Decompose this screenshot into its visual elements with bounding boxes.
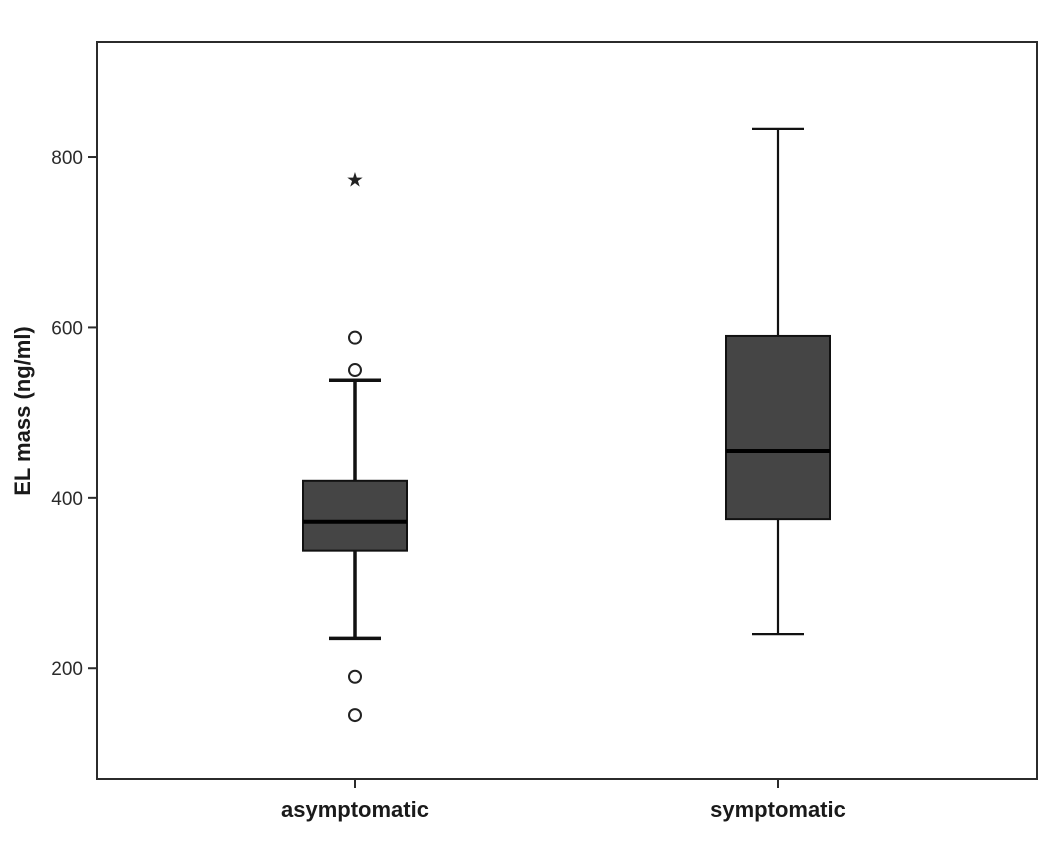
- y-tick-label: 600: [51, 318, 83, 339]
- y-tick-label: 200: [51, 659, 83, 680]
- y-tick-label: 400: [51, 489, 83, 510]
- box-symptomatic: [725, 127, 831, 636]
- outlier-point: [348, 363, 362, 378]
- interquartile-box: [725, 334, 831, 521]
- outlier-point: [348, 669, 362, 684]
- x-tick-label: asymptomatic: [281, 797, 429, 822]
- box-series: ★: [302, 127, 831, 723]
- x-tick-label: symptomatic: [710, 797, 846, 822]
- outlier-point: [348, 330, 362, 345]
- extreme-outlier-star: ★: [346, 167, 364, 191]
- plot-frame: [96, 41, 1038, 780]
- box-asymptomatic: ★: [302, 167, 408, 723]
- x-axis: asymptomatic symptomatic: [281, 779, 846, 822]
- outlier-point: [348, 708, 362, 723]
- interquartile-box: [302, 479, 408, 552]
- y-tick-label: 800: [51, 148, 83, 169]
- y-axis: 200 400 600 800: [51, 148, 97, 680]
- y-axis-title: EL mass (ng/ml): [10, 326, 35, 496]
